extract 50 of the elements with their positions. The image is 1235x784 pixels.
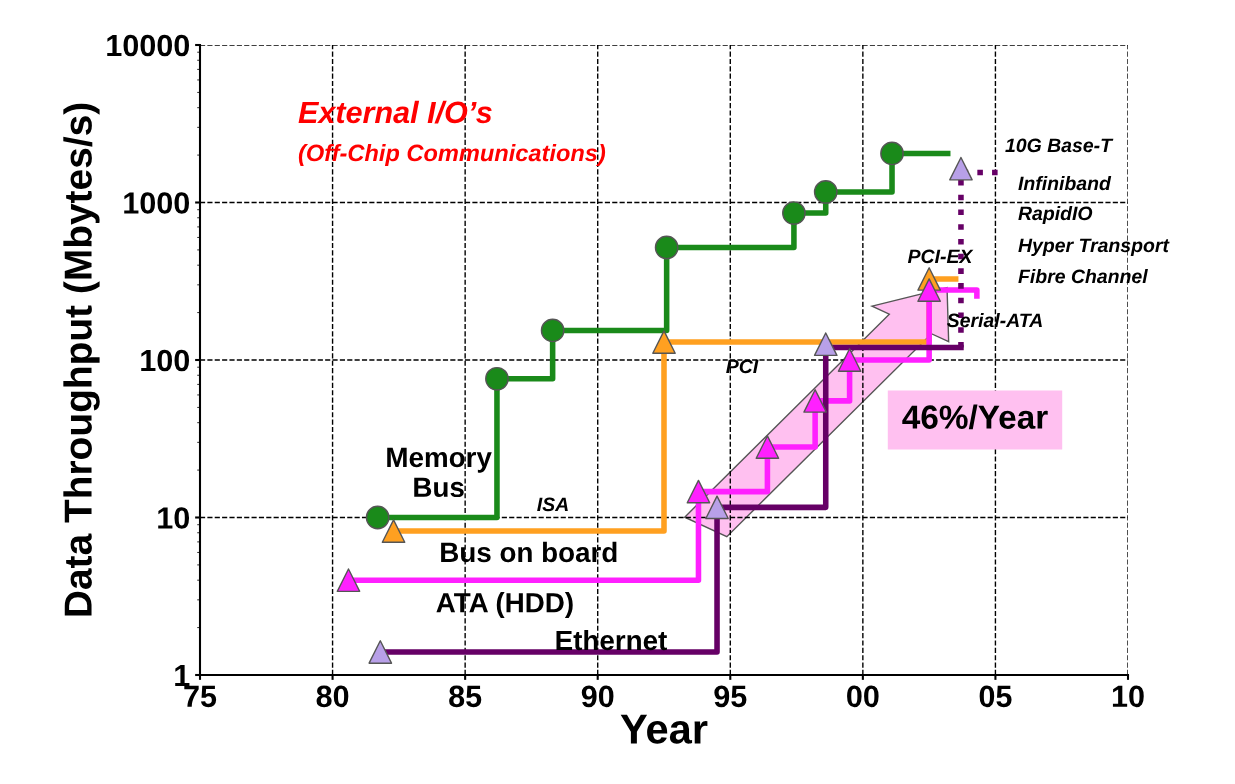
series-label: Ethernet bbox=[556, 629, 667, 651]
annotation: Fibre Channel bbox=[1018, 268, 1148, 284]
point bbox=[365, 505, 390, 530]
x-tick-label: 90 bbox=[581, 685, 614, 708]
x-axis-title: Year bbox=[620, 714, 708, 744]
annotation: PCI-EX bbox=[907, 249, 974, 264]
y-tick-label: 1000 bbox=[124, 192, 190, 214]
y-tick-label: 10 bbox=[158, 507, 190, 529]
point bbox=[686, 479, 711, 504]
point bbox=[782, 201, 806, 225]
y-tick-label: 1 bbox=[175, 665, 190, 687]
series-label: ATA (HDD) bbox=[436, 592, 573, 619]
point bbox=[652, 330, 676, 354]
annotation: PCI bbox=[726, 359, 759, 374]
x-tick-label: 75 bbox=[184, 685, 217, 708]
point bbox=[917, 278, 942, 302]
annotation: Infiniband bbox=[1018, 175, 1112, 191]
point bbox=[705, 495, 729, 520]
x-tick-label: 80 bbox=[316, 685, 349, 708]
point bbox=[381, 519, 406, 543]
annotation: RapidIO bbox=[1018, 205, 1093, 225]
point bbox=[949, 156, 973, 181]
annotation: 10G Base-T bbox=[1005, 138, 1114, 153]
annotation: 46%/Year bbox=[902, 404, 1048, 430]
point bbox=[813, 332, 838, 357]
annotation: Hyper Transport bbox=[1018, 238, 1170, 257]
x-tick-label: 05 bbox=[979, 685, 1012, 708]
x-tick-label: 95 bbox=[714, 685, 747, 708]
x-tick-label: 00 bbox=[847, 685, 879, 708]
y-tick-label: 10000 bbox=[107, 34, 190, 57]
y-axis-title: Data Throughput (Mbytes/s) bbox=[63, 103, 100, 616]
annotation: External I/O’s bbox=[298, 100, 492, 124]
point bbox=[368, 640, 393, 664]
point bbox=[755, 435, 780, 459]
x-tick-label: 85 bbox=[449, 685, 482, 708]
point bbox=[803, 389, 828, 413]
point bbox=[336, 568, 361, 593]
series-label: Bus on board bbox=[441, 541, 617, 563]
annotation: ISA bbox=[537, 497, 568, 512]
x-tick-label: 10 bbox=[1112, 685, 1144, 708]
annotation: (Off-Chip Communications) bbox=[298, 144, 606, 167]
point bbox=[813, 180, 838, 204]
point bbox=[654, 235, 679, 260]
annotation: Serial-ATA bbox=[946, 312, 1042, 328]
point bbox=[540, 318, 565, 343]
point bbox=[485, 366, 509, 391]
series-label: Memory Bus bbox=[387, 447, 492, 498]
point bbox=[880, 141, 904, 166]
point bbox=[837, 348, 862, 372]
y-tick-label: 100 bbox=[141, 349, 190, 372]
